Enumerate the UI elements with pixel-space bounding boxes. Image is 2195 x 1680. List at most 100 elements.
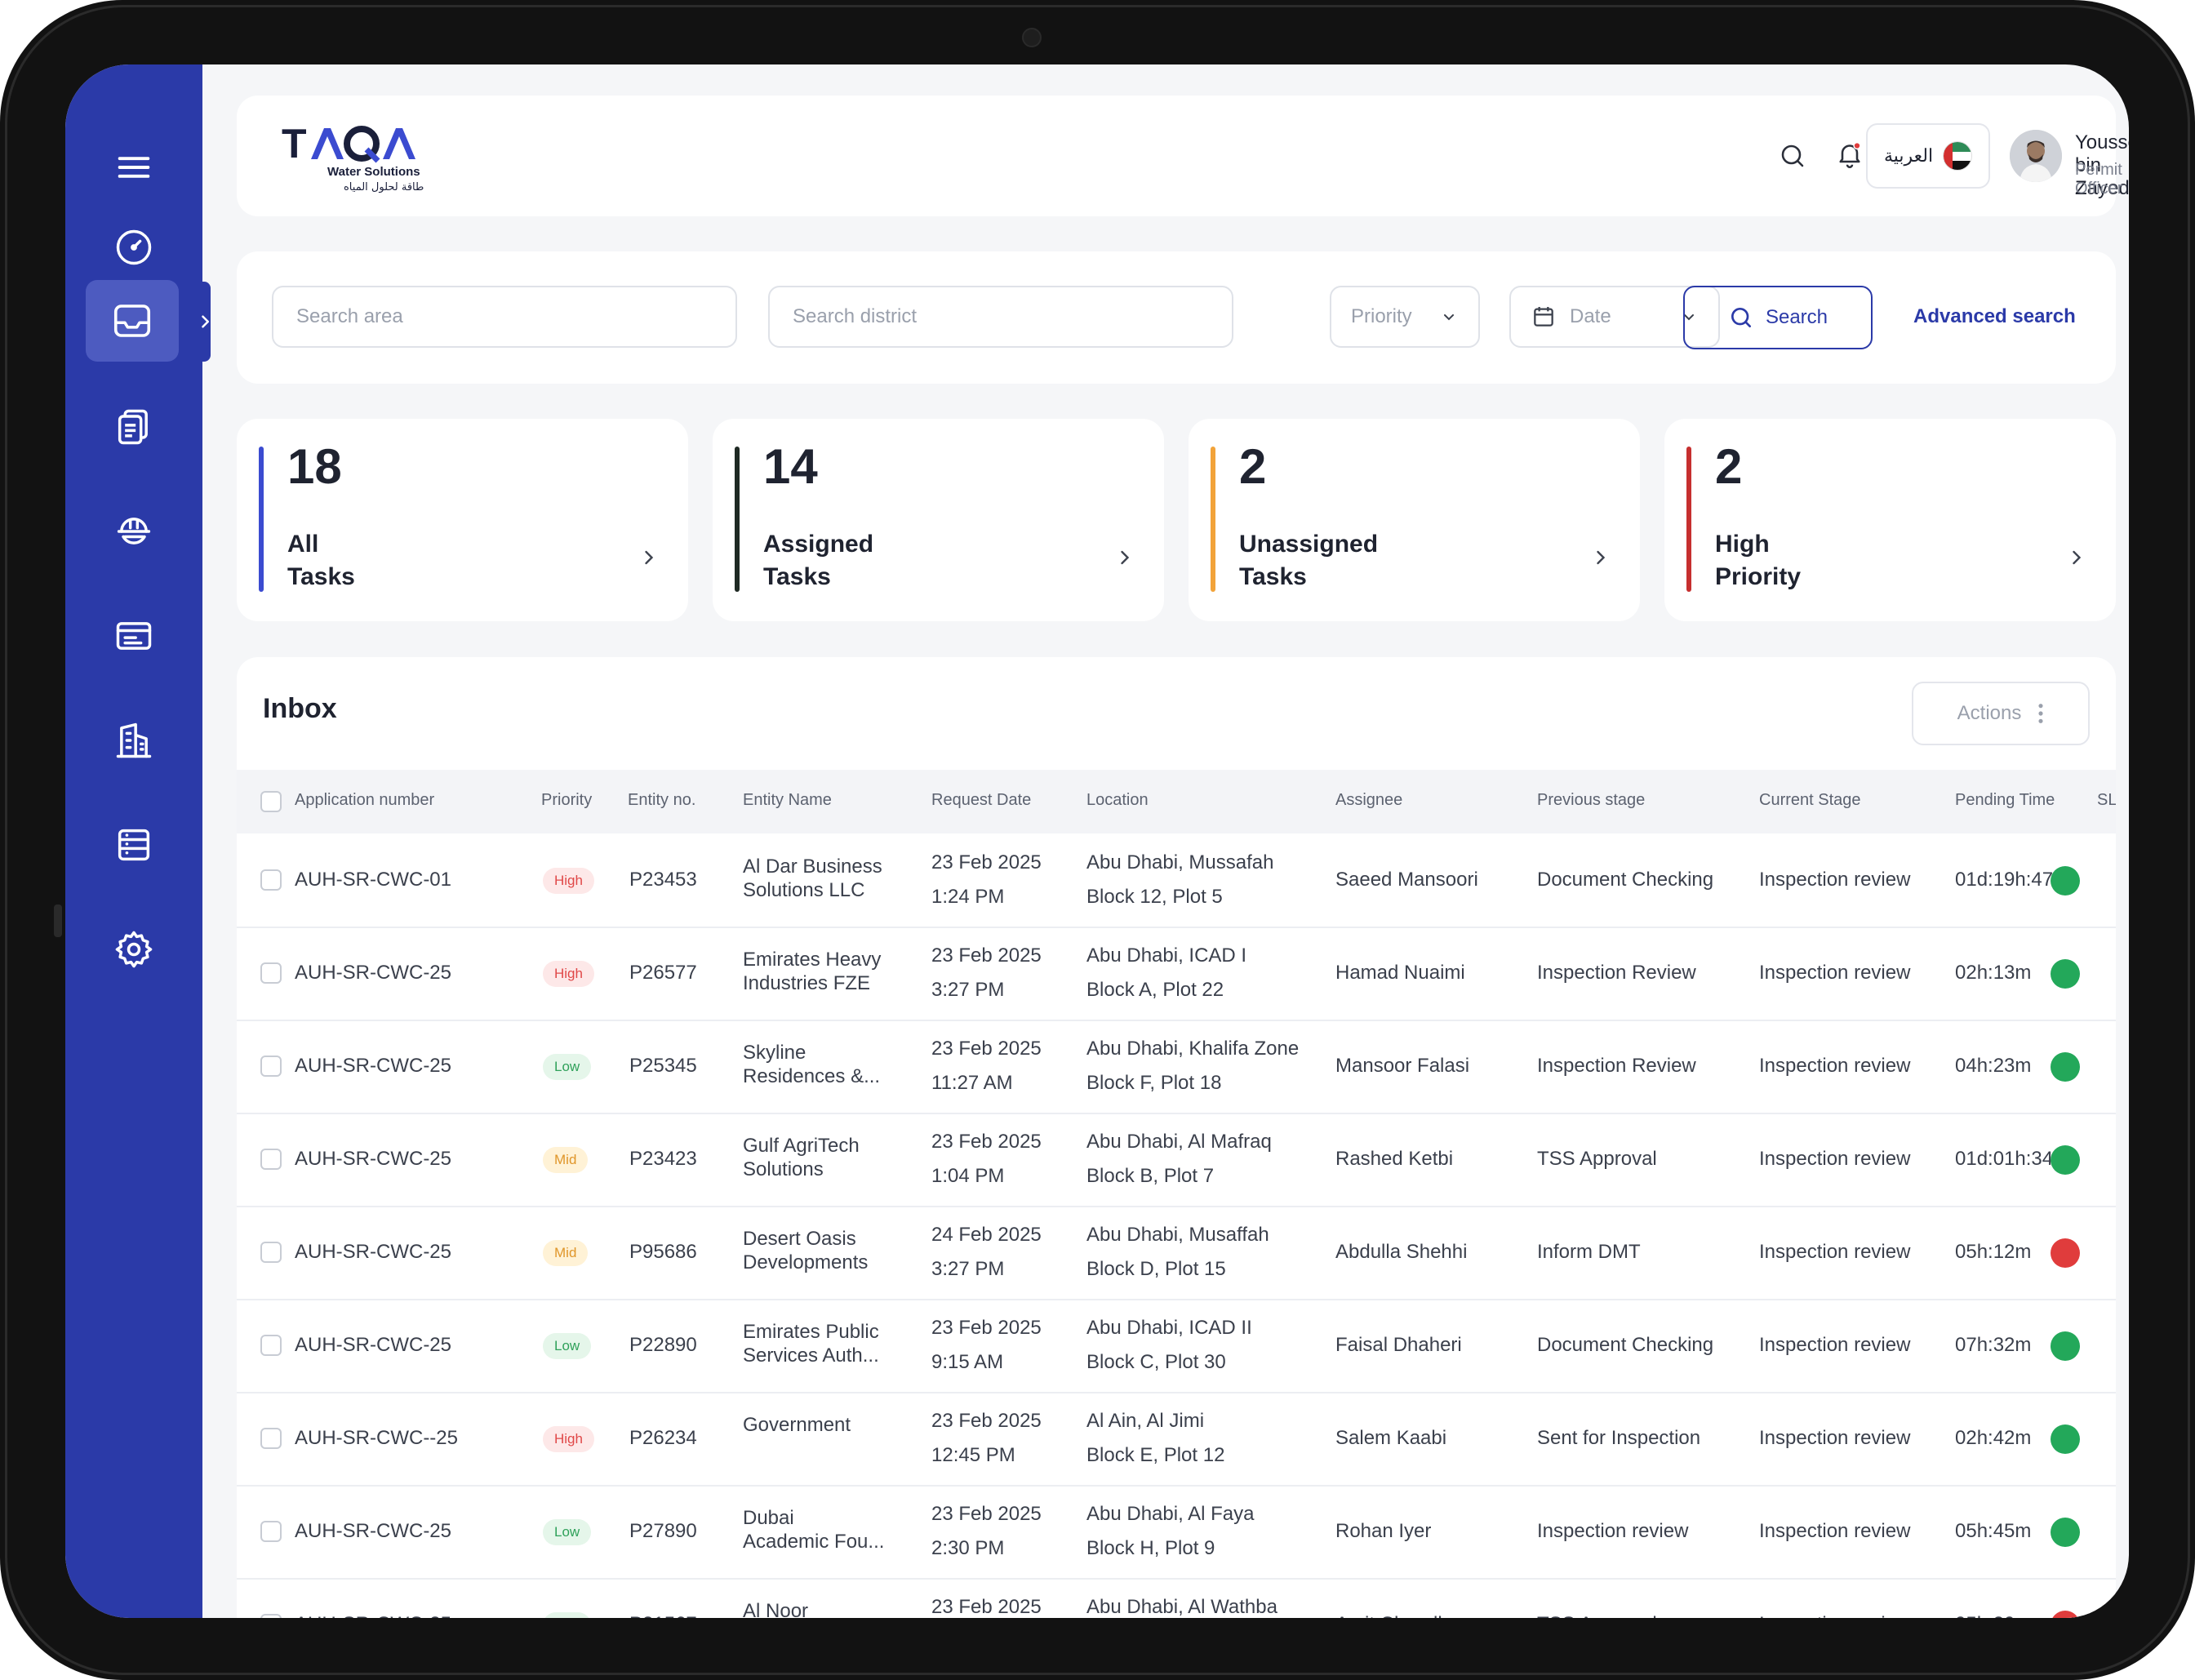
application-number[interactable]: AUH-SR-CWC-25 <box>295 1241 451 1263</box>
table-row[interactable]: AUH-SR-CWC-25 Mid P23423 Gulf AgriTech Solut… <box>237 1113 2116 1207</box>
entity-name: Skyline Residences &... <box>743 1042 881 1087</box>
assignee: Rashed Ketbi <box>1335 1148 1454 1170</box>
chevron-right-icon <box>1121 550 1130 565</box>
priority-dropdown[interactable]: Priority <box>1330 286 1480 348</box>
stat-card-assigned-tasks[interactable]: 14 Assigned Tasks <box>713 419 1164 621</box>
current-stage: Inspection review <box>1759 1612 1910 1618</box>
application-number[interactable]: AUH-SR-CWC-25 <box>295 1055 451 1077</box>
previous-stage: Inspection review <box>1537 1520 1689 1542</box>
search-icon[interactable] <box>1775 138 1811 174</box>
chevron-down-icon <box>1684 314 1694 321</box>
hardhat-inspector-icon[interactable] <box>103 500 165 562</box>
entity-number: P25345 <box>629 1055 697 1077</box>
application-number[interactable]: AUH-SR-CWC--25 <box>295 1427 458 1449</box>
stat-count: 2 <box>1239 439 1267 494</box>
inbox-card: Inbox Actions Application number Priorit… <box>237 657 2116 1618</box>
application-number[interactable]: AUH-SR-CWC-25 <box>295 1612 451 1618</box>
sla-status-indicator <box>2051 866 2080 896</box>
menu-icon[interactable] <box>103 136 165 198</box>
request-date: 23 Feb 2025 1:24 PM <box>931 851 1042 908</box>
application-number[interactable]: AUH-SR-CWC-25 <box>295 1148 451 1170</box>
column-header[interactable]: Application number <box>295 791 435 809</box>
date-picker[interactable]: Date <box>1509 286 1720 348</box>
table-row[interactable]: AUH-SR-CWC-25 Low P22890 Emirates Public Ser… <box>237 1299 2116 1393</box>
notification-bell-icon[interactable] <box>1832 136 1868 172</box>
sidebar <box>65 64 211 1618</box>
row-checkbox[interactable] <box>260 962 282 984</box>
table-row[interactable]: AUH-SR-CWC-25 Low P21567 Al Noor 23 Feb 2025… <box>237 1578 2116 1618</box>
column-header[interactable]: Assignee <box>1335 791 1403 809</box>
language-switch-button[interactable]: العربية <box>1866 123 1990 189</box>
column-header[interactable]: Pending Time <box>1955 791 2055 809</box>
row-checkbox[interactable] <box>260 869 282 891</box>
column-header[interactable]: Previous stage <box>1537 791 1646 809</box>
advanced-search-link[interactable]: Advanced search <box>1913 305 2076 327</box>
taqa-logo[interactable]: T Water Solutions طاقة لحلول المياه <box>282 120 445 193</box>
uae-flag-icon <box>1943 141 1973 171</box>
stat-accent-bar <box>1686 447 1691 592</box>
sla-status-indicator <box>2051 1238 2080 1268</box>
entity-number: P95686 <box>629 1241 697 1263</box>
pending-time: 02h:42m <box>1955 1427 2032 1449</box>
svg-text:طاقة لحلول المياه: طاقة لحلول المياه <box>344 181 424 193</box>
sla-status-indicator <box>2051 1331 2080 1361</box>
stat-card-high-priority[interactable]: 2 High Priority <box>1664 419 2116 621</box>
column-header[interactable]: Location <box>1086 791 1149 809</box>
assignee: Mansoor Falasi <box>1335 1055 1470 1077</box>
user-avatar[interactable] <box>2010 130 2062 182</box>
column-header[interactable]: Entity Name <box>743 791 832 809</box>
stat-label: High Priority <box>1715 531 1802 590</box>
row-checkbox[interactable] <box>260 1242 282 1263</box>
row-checkbox[interactable] <box>260 1521 282 1542</box>
stat-accent-bar <box>735 447 740 592</box>
sla-status-indicator <box>2051 1611 2080 1618</box>
select-all-checkbox[interactable] <box>260 791 282 812</box>
search-district-input[interactable] <box>768 286 1233 348</box>
search-area-input[interactable] <box>272 286 737 348</box>
table-row[interactable]: AUH-SR-CWC-25 Low P27890 Dubai Academic Fou.… <box>237 1485 2116 1580</box>
previous-stage: Inspection Review <box>1537 962 1696 984</box>
chevron-right-icon <box>645 550 654 565</box>
front-camera <box>1022 28 1042 47</box>
priority-badge: High <box>543 961 594 987</box>
request-date: 23 Feb 2025 1:04 PM <box>931 1131 1042 1187</box>
documents-icon[interactable] <box>103 396 165 458</box>
column-header[interactable]: SLA <box>2097 791 2116 809</box>
previous-stage: TSS Approval <box>1537 1612 1657 1618</box>
table-row[interactable]: AUH-SR-CWC-25 Low P25345 Skyline Residences … <box>237 1020 2116 1114</box>
table-row[interactable]: AUH-SR-CWC-25 High P26577 Emirates Heavy Ind… <box>237 927 2116 1021</box>
table-row[interactable]: AUH-SR-CWC-01 High P23453 Al Dar Business So… <box>237 833 2116 928</box>
row-checkbox[interactable] <box>260 1056 282 1077</box>
row-checkbox[interactable] <box>260 1614 282 1618</box>
row-checkbox[interactable] <box>260 1428 282 1449</box>
stat-card-unassigned-tasks[interactable]: 2 Unassigned Tasks <box>1189 419 1640 621</box>
actions-menu-button[interactable]: Actions <box>1912 682 2090 745</box>
request-date: 23 Feb 2025 11:27 AM <box>931 1038 1042 1094</box>
table-row[interactable]: AUH-SR-CWC--25 High P26234 Government 23 Feb… <box>237 1392 2116 1487</box>
search-button[interactable]: Search <box>1683 286 1873 349</box>
location: Abu Dhabi, Al Wathba <box>1086 1596 1277 1618</box>
application-number[interactable]: AUH-SR-CWC-01 <box>295 869 451 891</box>
row-checkbox[interactable] <box>260 1335 282 1356</box>
previous-stage: Document Checking <box>1537 869 1714 891</box>
table-row[interactable]: AUH-SR-CWC-25 Mid P95686 Desert Oasis Develo… <box>237 1206 2116 1300</box>
row-checkbox[interactable] <box>260 1149 282 1170</box>
application-number[interactable]: AUH-SR-CWC-25 <box>295 962 451 984</box>
table-records-icon[interactable] <box>103 814 165 876</box>
application-number[interactable]: AUH-SR-CWC-25 <box>295 1334 451 1356</box>
stat-card-all-tasks[interactable]: 18 All Tasks <box>237 419 688 621</box>
sidebar-collapse-toggle[interactable] <box>198 282 211 362</box>
sidebar-item-inbox[interactable] <box>86 280 179 362</box>
building-icon[interactable] <box>103 709 165 771</box>
settings-gear-icon[interactable] <box>103 918 165 980</box>
application-number[interactable]: AUH-SR-CWC-25 <box>295 1520 451 1542</box>
card-list-icon[interactable] <box>103 605 165 667</box>
inbox-title: Inbox <box>263 693 337 724</box>
location: Abu Dhabi, Mussafah Block 12, Plot 5 <box>1086 851 1274 908</box>
column-header[interactable]: Priority <box>541 791 593 809</box>
chevron-right-icon <box>201 315 209 328</box>
dashboard-gauge-icon[interactable] <box>103 216 165 278</box>
column-header[interactable]: Request Date <box>931 791 1032 809</box>
column-header[interactable]: Current Stage <box>1759 791 1861 809</box>
column-header[interactable]: Entity no. <box>628 791 696 809</box>
